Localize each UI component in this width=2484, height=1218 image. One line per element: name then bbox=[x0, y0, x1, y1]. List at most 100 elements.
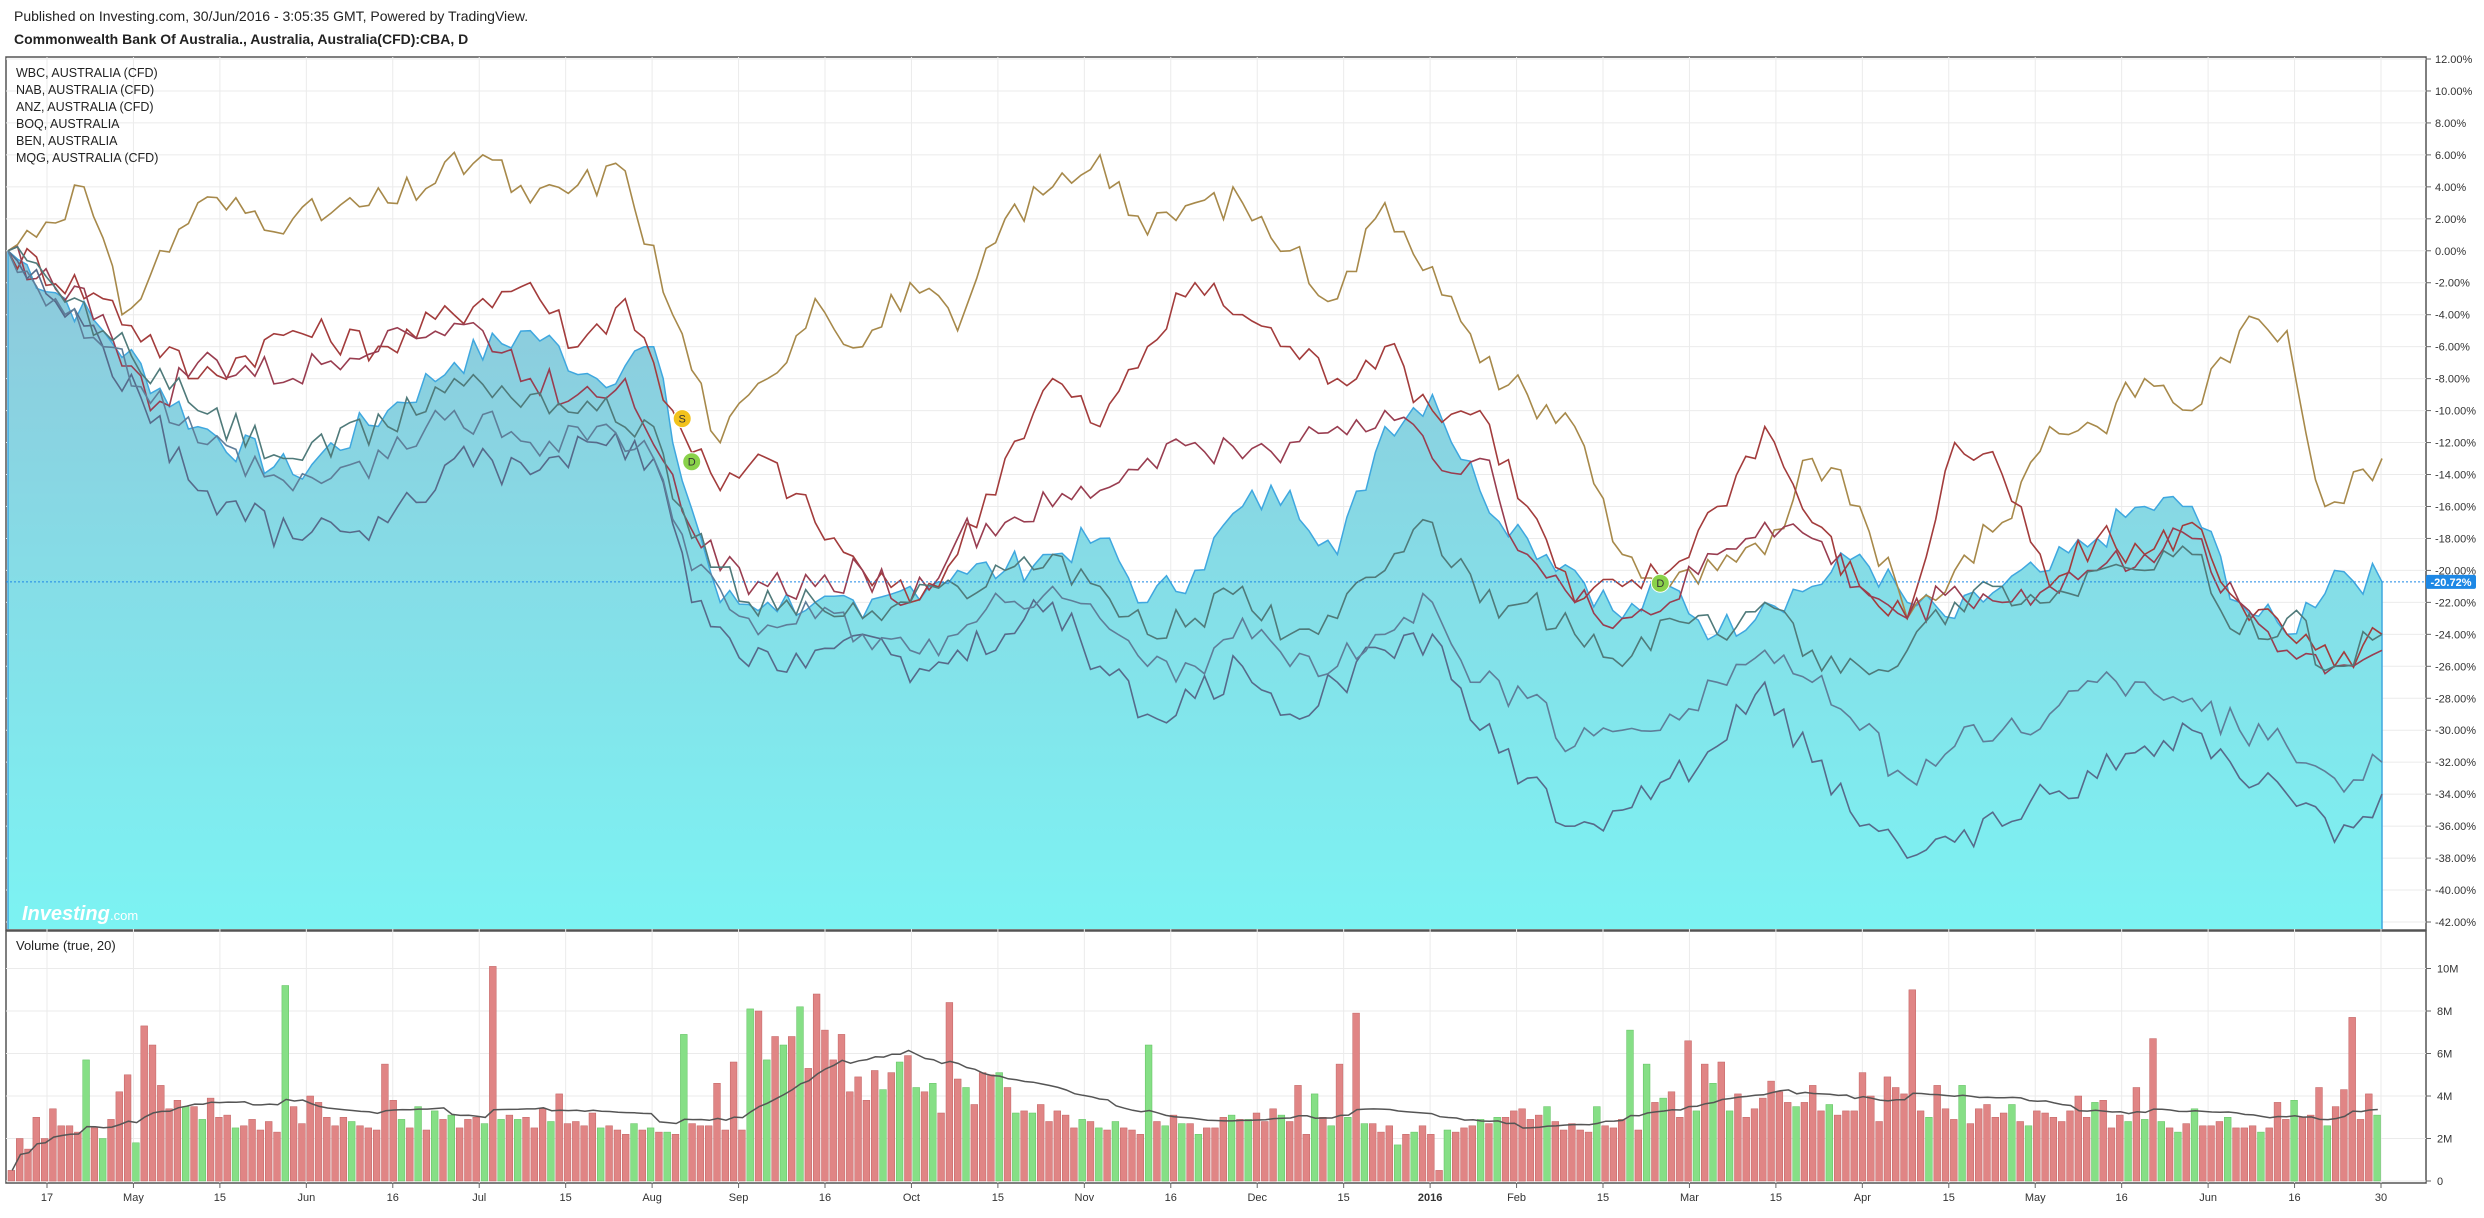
volume-bar bbox=[1858, 1072, 1867, 1182]
volume-bar bbox=[1867, 1095, 1875, 1182]
volume-bar bbox=[314, 1102, 323, 1182]
volume-bar bbox=[2107, 1127, 2116, 1182]
volume-bar bbox=[530, 1127, 538, 1182]
volume-bar bbox=[406, 1127, 414, 1182]
volume-bar bbox=[157, 1085, 165, 1182]
volume-bar bbox=[1236, 1119, 1244, 1182]
volume-bar bbox=[1725, 1110, 1734, 1182]
volume-bar bbox=[1186, 1123, 1194, 1182]
volume-bar bbox=[1933, 1085, 1941, 1182]
volume-bar bbox=[1427, 1134, 1435, 1182]
volume-bar bbox=[1144, 1044, 1153, 1182]
volume-bar bbox=[1559, 1129, 1568, 1182]
volume-bar bbox=[7, 1170, 16, 1182]
volume-bar bbox=[1435, 1170, 1443, 1182]
volume-bar bbox=[572, 1121, 580, 1182]
y-tick-label: -42.00% bbox=[2435, 917, 2476, 929]
volume-bar bbox=[1319, 1117, 1327, 1182]
y-tick-label: 2.00% bbox=[2435, 214, 2466, 226]
volume-bar bbox=[2058, 1121, 2066, 1182]
volume-bar bbox=[2323, 1125, 2331, 1182]
y-tick-label: -18.00% bbox=[2435, 533, 2476, 545]
x-tick-label: Jun bbox=[297, 1192, 315, 1204]
y-tick-label: -34.00% bbox=[2435, 789, 2476, 801]
published-caption: Published on Investing.com, 30/Jun/2016 … bbox=[14, 8, 529, 24]
y-tick-label: 10.00% bbox=[2435, 86, 2473, 98]
y-tick-label: -12.00% bbox=[2435, 438, 2476, 450]
y-tick-label: -40.00% bbox=[2435, 885, 2476, 897]
volume-bar bbox=[1037, 1104, 1045, 1182]
volume-bar bbox=[323, 1117, 331, 1182]
y-tick-label: -38.00% bbox=[2435, 853, 2476, 865]
volume-bar bbox=[622, 1134, 630, 1182]
volume-bar bbox=[82, 1059, 90, 1182]
volume-bar bbox=[1601, 1125, 1609, 1182]
volume-bar bbox=[920, 1091, 929, 1182]
volume-bar bbox=[165, 1108, 173, 1182]
y-tick-label: 0.00% bbox=[2435, 246, 2466, 258]
x-tick-label: 15 bbox=[560, 1192, 572, 1204]
volume-bar bbox=[182, 1106, 190, 1182]
volume-bar bbox=[2141, 1119, 2149, 1182]
volume-bar bbox=[879, 1089, 887, 1182]
event-marker[interactable] bbox=[1650, 573, 1670, 593]
volume-bar bbox=[2041, 1112, 2049, 1182]
volume-bar bbox=[1659, 1097, 1667, 1182]
volume-bar bbox=[2257, 1131, 2265, 1182]
volume-ma-line bbox=[11, 1049, 2378, 1171]
legend-item: BEN, AUSTRALIA bbox=[16, 134, 118, 148]
volume-bar bbox=[2265, 1127, 2273, 1182]
volume-bar bbox=[1252, 1112, 1261, 1182]
volume-bar bbox=[2082, 1117, 2091, 1182]
volume-bar bbox=[1551, 1121, 1559, 1182]
event-label: D bbox=[1656, 578, 1664, 590]
x-tick-label: 17 bbox=[41, 1192, 53, 1204]
volume-bar bbox=[821, 1029, 829, 1182]
volume-bar bbox=[862, 1100, 871, 1182]
volume-bar bbox=[1452, 1131, 1460, 1182]
volume-bar bbox=[1634, 1129, 1642, 1182]
volume-bar bbox=[1875, 1121, 1883, 1182]
volume-bar bbox=[439, 1119, 447, 1182]
volume-bar bbox=[1975, 1108, 1983, 1182]
x-tick-label: 16 bbox=[2116, 1192, 2128, 1204]
event-marker[interactable] bbox=[682, 452, 702, 472]
volume-bar bbox=[1402, 1134, 1410, 1182]
investing-logo: Investing .com bbox=[22, 903, 138, 925]
volume-bar bbox=[2373, 1114, 2381, 1182]
volume-bar bbox=[1950, 1119, 1958, 1182]
volume-bar bbox=[563, 1123, 572, 1182]
volume-bar bbox=[281, 985, 289, 1182]
volume-bar bbox=[206, 1097, 215, 1182]
volume-bar bbox=[705, 1125, 713, 1182]
volume-bar bbox=[1136, 1134, 1144, 1182]
volume-bar bbox=[1153, 1121, 1161, 1182]
volume-bar bbox=[1385, 1125, 1393, 1182]
volume-bar bbox=[1892, 1087, 1900, 1182]
x-tick-label: Jun bbox=[2199, 1192, 2217, 1204]
x-axis: 17 May 15 Jun 16 Jul 15 Aug Sep 16 Oct 15 Nov 16 Dec 15… bbox=[41, 1183, 2387, 1204]
volume-bar bbox=[2174, 1131, 2182, 1182]
series-line-mqg bbox=[7, 245, 2383, 676]
symbol-title: Commonwealth Bank Of Australia., Austral… bbox=[14, 31, 469, 47]
volume-bar bbox=[646, 1127, 655, 1182]
volume-bar bbox=[1800, 1102, 1809, 1182]
volume-y-tick-label: 10M bbox=[2437, 964, 2458, 976]
y-tick-label: -14.00% bbox=[2435, 470, 2476, 482]
volume-bar bbox=[580, 1125, 588, 1182]
event-marker[interactable] bbox=[672, 409, 692, 429]
x-tick-label: Sep bbox=[729, 1192, 749, 1204]
volume-bar bbox=[1418, 1125, 1427, 1182]
volume-bar bbox=[2091, 1102, 2099, 1182]
volume-bar bbox=[912, 1087, 920, 1182]
volume-bar bbox=[738, 1129, 746, 1182]
volume-bar bbox=[273, 1131, 281, 1182]
volume-bar bbox=[1095, 1127, 1103, 1182]
y-axis: 12.00% 10.00% 8.00% 6.00% 4.00% 2.00% 0.00% -2.… bbox=[2426, 54, 2476, 929]
volume-bar bbox=[1717, 1061, 1725, 1182]
volume-bar bbox=[987, 1074, 995, 1182]
volume-bar bbox=[1493, 1117, 1501, 1182]
volume-bar bbox=[1070, 1127, 1078, 1182]
event-markers[interactable]: S D D bbox=[672, 409, 1670, 593]
